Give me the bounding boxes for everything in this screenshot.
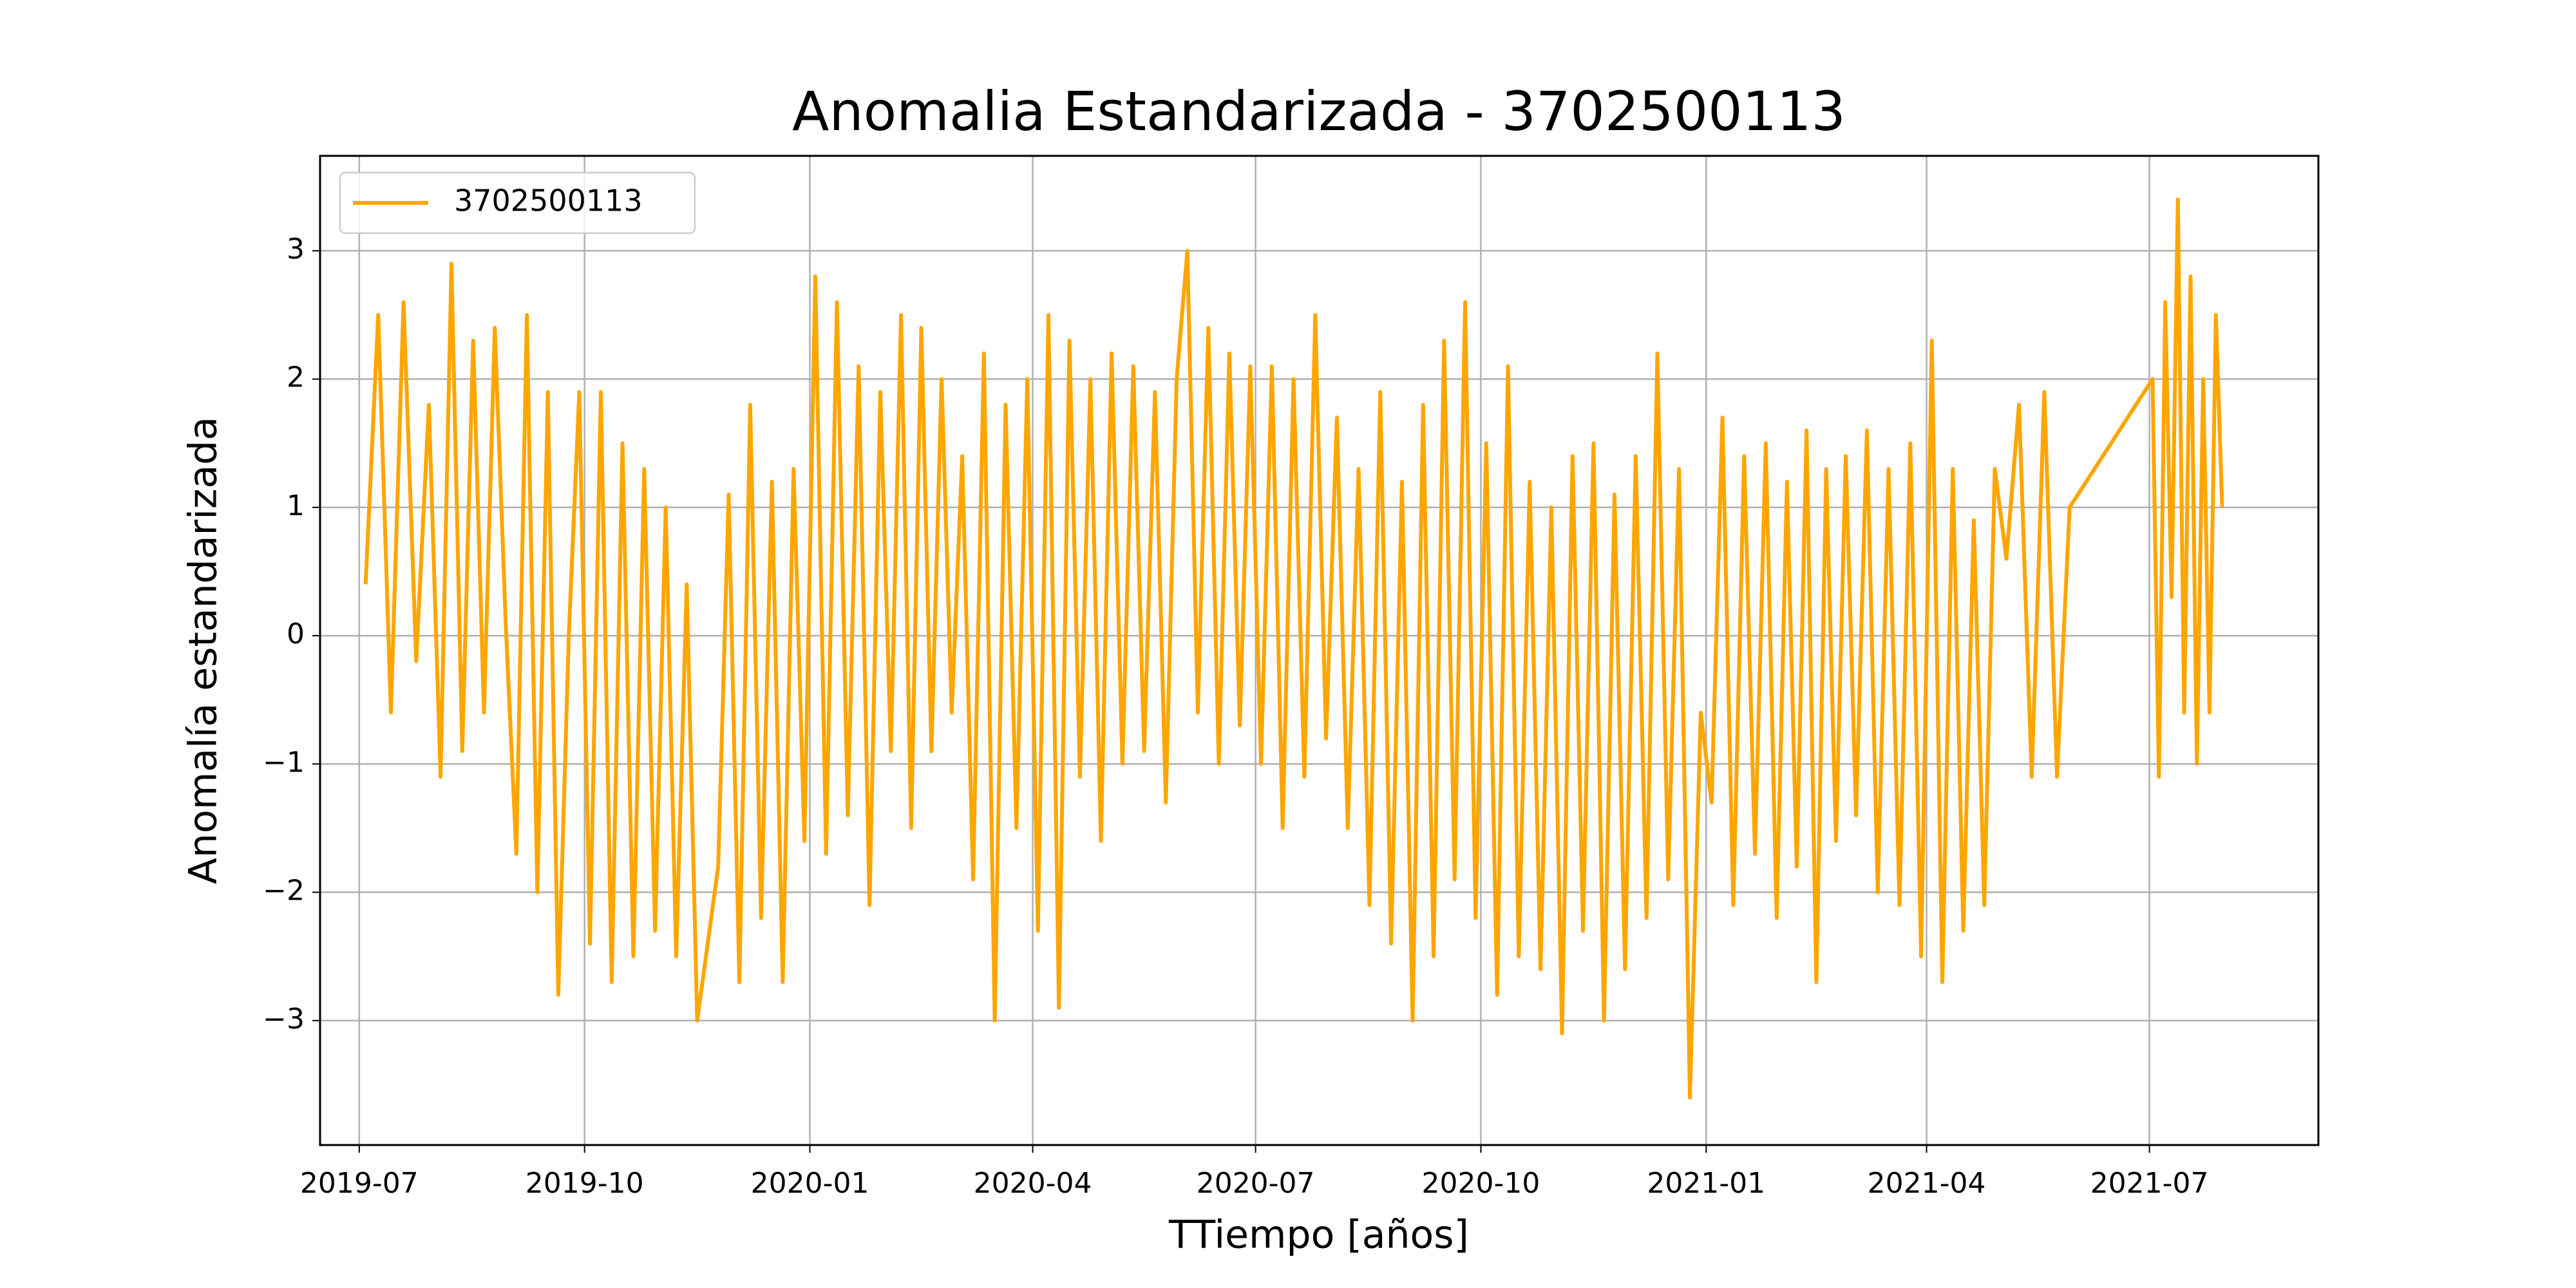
x-tick-label: 2020-01: [751, 1167, 869, 1200]
x-tick-label: 2020-04: [974, 1167, 1092, 1200]
y-tick-label: 1: [287, 489, 305, 522]
legend-label: 3702500113: [454, 184, 643, 218]
x-tick-label: 2020-07: [1197, 1167, 1315, 1200]
x-tick-label: 2021-04: [1868, 1167, 1986, 1200]
y-tick-label: −2: [263, 875, 305, 907]
y-tick-label: −3: [263, 1003, 305, 1036]
x-tick-label: 2019-07: [300, 1167, 419, 1200]
x-tick-label: 2019-10: [526, 1167, 644, 1200]
x-axis-label: TTiempo [años]: [1168, 1213, 1469, 1258]
y-tick-label: −1: [263, 746, 305, 779]
x-tick-label: 2021-07: [2090, 1167, 2209, 1200]
legend-box: [339, 171, 696, 234]
y-tick-label: 3: [287, 232, 305, 265]
y-axis-label: Anomalía estandarizada: [181, 417, 226, 884]
chart-title: Anomalia Estandarizada - 3702500113: [792, 80, 1846, 143]
y-tick-label: 0: [287, 618, 305, 650]
x-tick-label: 2020-10: [1422, 1167, 1540, 1200]
plot-frame: [319, 155, 2320, 1146]
data-line: [363, 197, 2224, 1100]
x-tick-label: 2021-01: [1647, 1167, 1765, 1200]
y-tick-label: 2: [287, 361, 305, 394]
